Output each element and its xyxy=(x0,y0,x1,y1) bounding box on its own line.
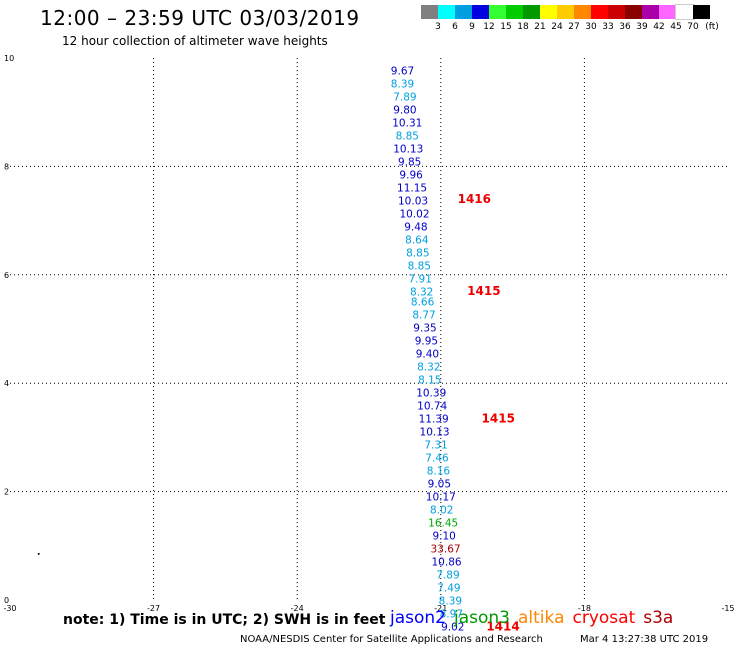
wave-height-label: 8.39 xyxy=(391,78,414,90)
units-note: note: 1) Time is in UTC; 2) SWH is in fe… xyxy=(63,612,386,628)
wave-height-label: 9.80 xyxy=(393,104,416,116)
color-scale-label: 12 xyxy=(483,22,495,32)
wave-height-label: 8.77 xyxy=(412,309,435,321)
legend-item-s3a: s3a xyxy=(643,608,674,628)
color-scale-label: 6 xyxy=(452,22,458,32)
wave-height-label: 9.85 xyxy=(398,157,421,169)
wave-height-label: 8.85 xyxy=(396,131,419,143)
time-label: 1416 xyxy=(458,192,491,206)
color-scale-label: 9 xyxy=(469,22,475,32)
wave-height-label: 9.48 xyxy=(404,222,427,234)
wave-height-label: 9.40 xyxy=(416,348,439,360)
satellite-legend: jason2 jason3 altika cryosat s3a xyxy=(390,608,681,628)
wave-height-label: 8.32 xyxy=(410,287,433,299)
wave-height-label: 10.74 xyxy=(417,400,447,412)
wave-height-label: 8.15 xyxy=(418,374,441,386)
wave-height-label: 7.91 xyxy=(409,274,432,286)
color-scale-label: 18 xyxy=(517,22,529,32)
page-subtitle: 12 hour collection of altimeter wave hei… xyxy=(62,34,328,48)
y-tick-label: 10 xyxy=(4,54,14,63)
y-tick-label: 8 xyxy=(4,162,9,171)
color-scale-label: 27 xyxy=(568,22,580,32)
color-scale-label: 39 xyxy=(636,22,648,32)
x-tick-label: -30 xyxy=(3,604,16,613)
legend-item-jason3: jason3 xyxy=(454,608,510,628)
color-scale-label: 45 xyxy=(670,22,682,32)
wave-height-label: 8.32 xyxy=(417,361,440,373)
data-mark xyxy=(37,552,40,555)
x-tick-label: -15 xyxy=(721,604,734,613)
color-scale-label: 42 xyxy=(653,22,665,32)
x-tick-label: -24 xyxy=(291,604,304,613)
wave-height-label: 10.17 xyxy=(426,491,456,503)
y-tick-label: 2 xyxy=(4,488,9,497)
legend-item-jason2: jason2 xyxy=(390,608,446,628)
wave-height-label: 10.31 xyxy=(392,117,422,129)
wave-height-label: 9.10 xyxy=(432,531,455,543)
wave-height-label: 8.02 xyxy=(430,504,453,516)
wave-height-label: 9.95 xyxy=(415,335,438,347)
color-scale-label: 15 xyxy=(500,22,512,32)
color-scale-label: 33 xyxy=(602,22,614,32)
wave-height-label: 7.89 xyxy=(436,570,459,582)
color-scale-label: 36 xyxy=(619,22,631,32)
wave-height-label: 7.49 xyxy=(437,583,460,595)
wave-height-label: 9.67 xyxy=(391,65,414,77)
time-label: 1415 xyxy=(467,284,500,298)
wave-height-label: 9.35 xyxy=(413,322,436,334)
wave-height-label: 10.39 xyxy=(416,387,446,399)
wave-height-label: 10.03 xyxy=(398,196,428,208)
wave-height-label: 7.46 xyxy=(425,452,449,464)
wave-height-label: 10.02 xyxy=(399,209,429,221)
wave-height-label: 8.85 xyxy=(408,261,431,273)
wave-height-label: 8.66 xyxy=(411,296,435,308)
x-tick-label: -21 xyxy=(434,604,447,613)
wave-height-label: 33.67 xyxy=(431,544,461,556)
wave-height-label: 8.97 xyxy=(440,609,463,621)
wave-height-label: 8.85 xyxy=(406,248,429,260)
color-scale-label: 24 xyxy=(551,22,563,32)
wave-height-label: 10.13 xyxy=(420,426,450,438)
wave-height-label: 7.89 xyxy=(393,91,416,103)
wave-height-label: 8.16 xyxy=(427,465,451,477)
time-label: 1415 xyxy=(482,411,515,425)
color-scale-label: 70 xyxy=(687,22,699,32)
x-tick-label: -18 xyxy=(578,604,591,613)
wave-height-label: 11.39 xyxy=(419,413,449,425)
wave-height-label: 8.39 xyxy=(439,596,462,608)
footer-timestamp: Mar 4 13:27:38 UTC 2019 xyxy=(580,634,709,645)
time-label: 1414 xyxy=(486,620,519,634)
footer-credit: NOAA/NESDIS Center for Satellite Applica… xyxy=(240,634,543,645)
wave-height-label: 9.96 xyxy=(399,170,423,182)
color-swatch xyxy=(693,5,711,19)
color-scale-label: 21 xyxy=(534,22,546,32)
wave-height-label: 9.02 xyxy=(441,622,464,634)
wave-height-label: 11.15 xyxy=(397,183,427,195)
wave-height-label: 8.64 xyxy=(405,235,429,247)
color-scale-label: 3 xyxy=(435,22,441,32)
y-tick-label: 4 xyxy=(4,379,9,388)
y-tick-label: 0 xyxy=(4,596,9,605)
color-scale-label: 30 xyxy=(585,22,597,32)
legend-item-cryosat: cryosat xyxy=(572,608,636,628)
color-scale-unit: (ft) xyxy=(705,22,719,32)
wave-height-label: 16.45 xyxy=(428,517,458,529)
x-tick-label: -27 xyxy=(147,604,160,613)
wave-height-label: 9.05 xyxy=(428,478,451,490)
wave-height-label: 10.86 xyxy=(432,557,462,569)
wave-height-label: 7.31 xyxy=(424,439,447,451)
wave-height-label: 10.13 xyxy=(393,144,423,156)
page-title: 12:00 – 23:59 UTC 03/03/2019 xyxy=(40,6,360,30)
y-tick-label: 6 xyxy=(4,271,9,280)
legend-item-altika: altika xyxy=(518,608,565,628)
